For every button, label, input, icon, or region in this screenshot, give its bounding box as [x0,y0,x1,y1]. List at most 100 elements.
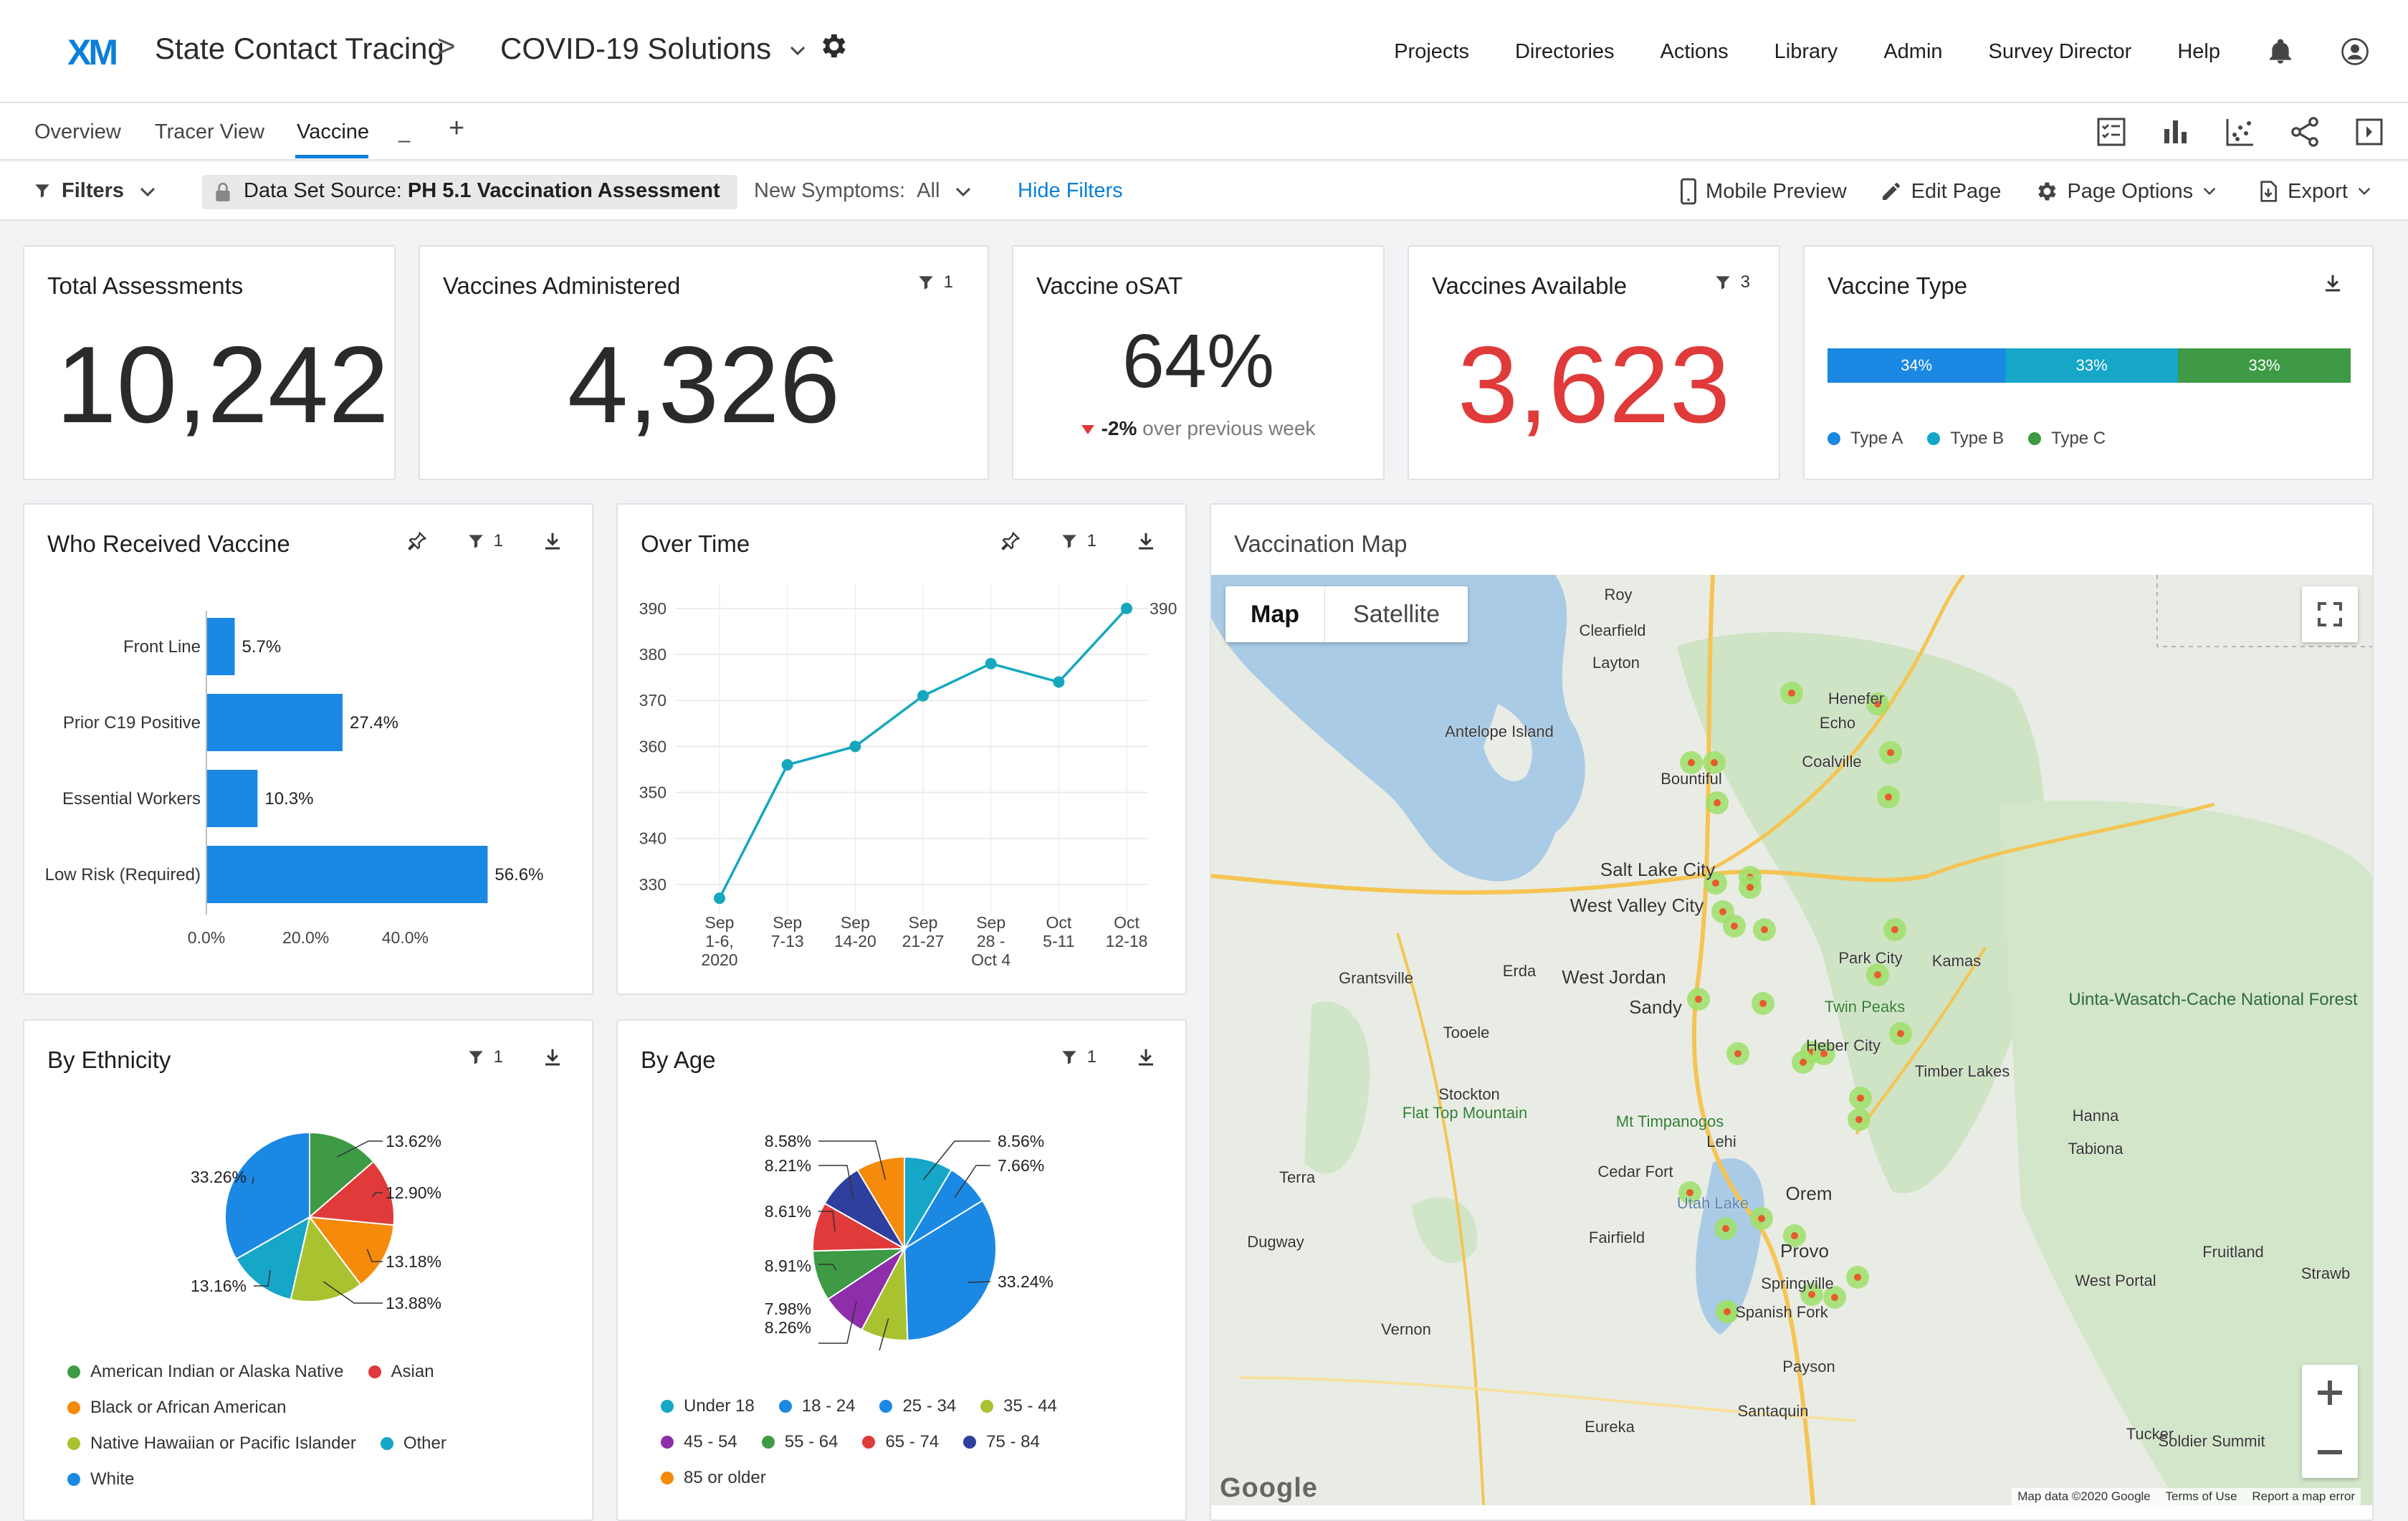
nav-help[interactable]: Help [2177,39,2220,63]
pie-leader-line [818,1165,854,1199]
download-icon[interactable] [1135,530,1157,552]
bar[interactable] [206,846,488,903]
zoom-in-icon[interactable] [2302,1365,2358,1421]
tab-vaccine[interactable]: Vaccine [297,120,370,143]
dataset-source-chip[interactable]: Data Set Source: PH 5.1 Vaccination Asse… [202,175,737,209]
legend-row: Under 18 18 - 24 25 - 34 35 - 44 [661,1396,1162,1416]
filter-count-button[interactable]: 1 [1060,531,1096,551]
chevron-down-icon [2203,188,2216,196]
legend-item[interactable]: American Indian or Alaska Native [67,1362,344,1382]
download-icon[interactable] [2322,272,2344,294]
bar[interactable] [206,770,258,827]
legend-item[interactable]: Native Hawaiian or Pacific Islander [67,1434,356,1454]
tab-minimize[interactable]: _ [398,120,411,143]
pie-slice[interactable] [290,1215,362,1302]
bar[interactable] [206,618,235,675]
legend-item[interactable]: White [67,1469,134,1489]
attribution-terms[interactable]: Terms of Use [2165,1489,2237,1503]
vaccine-type-segment[interactable]: 33% [2178,348,2351,383]
nav-directories[interactable]: Directories [1514,39,1615,63]
zoom-out-icon[interactable] [2302,1424,2358,1480]
data-point[interactable] [849,740,861,753]
data-point[interactable] [1053,676,1065,688]
vaccination-hotspot-center [1688,759,1695,766]
attribution-report[interactable]: Report a map error [2252,1489,2355,1503]
nav-admin[interactable]: Admin [1883,39,1943,63]
data-point[interactable] [917,690,929,702]
legend-item[interactable]: Black or African American [67,1398,286,1418]
page-options-button[interactable]: Page Options [2034,179,2225,204]
vaccination-hotspot-center [1820,1050,1828,1057]
bar[interactable] [206,694,343,751]
legend-item[interactable]: Other [380,1434,446,1454]
vaccine-type-segment[interactable]: 34% [1828,348,2006,383]
legend-item[interactable]: 65 - 74 [862,1432,939,1452]
mobile-preview-button[interactable]: Mobile Preview [1680,178,1847,205]
pie-slice[interactable] [235,1216,311,1301]
forest-area-west [1304,1001,1370,1174]
download-icon[interactable] [1135,1046,1157,1068]
checklist-icon[interactable] [2094,115,2128,149]
filters-dropdown[interactable]: Filters [33,179,156,203]
pin-icon[interactable] [406,530,428,552]
xm-logo[interactable]: XM [67,32,118,72]
download-icon[interactable] [542,530,563,552]
legend-item[interactable]: 85 or older [661,1468,766,1488]
download-icon[interactable] [542,1046,563,1068]
legend-item[interactable]: 75 - 84 [963,1432,1040,1452]
pin-icon[interactable] [1000,530,1021,552]
breadcrumb-project[interactable]: State Contact Tracing [155,32,444,65]
pie-slice[interactable] [307,1160,395,1226]
map-canvas[interactable]: Roy Clearfield Layton Henefer Echo Coalville A… [1211,575,2372,1505]
nav-projects[interactable]: Projects [1394,39,1469,63]
pie-slice[interactable] [224,1131,310,1260]
breadcrumb-dashboard[interactable]: COVID-19 Solutions [500,32,806,66]
filter-count-button[interactable]: 3 [1714,272,1750,292]
legend-item[interactable]: 45 - 54 [661,1432,737,1452]
scatter-icon[interactable] [2223,115,2258,149]
satellite-view-button[interactable]: Satellite [1324,586,1468,642]
legend-item[interactable]: 18 - 24 [778,1396,855,1416]
data-point[interactable] [985,657,997,669]
filter-count-button[interactable]: 1 [467,531,503,551]
card-tools: 1 [961,530,1157,552]
legend-dot [380,1437,393,1450]
fullscreen-button[interactable] [2302,586,2358,642]
legend-item[interactable]: Asian [368,1362,434,1382]
filter-count-button[interactable]: 1 [1060,1047,1096,1067]
vaccination-map[interactable]: Roy Clearfield Layton Henefer Echo Coalville A… [1211,575,2372,1505]
pie-slice[interactable] [309,1131,375,1219]
edit-page-button[interactable]: Edit Page [1880,180,2001,204]
nav-actions[interactable]: Actions [1660,39,1729,63]
nav-library[interactable]: Library [1774,39,1838,63]
filter-count-button[interactable]: 1 [467,1047,503,1067]
gear-icon[interactable] [817,30,849,62]
tab-overview[interactable]: Overview [34,120,121,143]
share-icon[interactable] [2288,115,2322,149]
data-point[interactable] [714,892,725,905]
legend-item[interactable]: 35 - 44 [980,1396,1057,1416]
hide-filters-link[interactable]: Hide Filters [1018,179,1123,202]
tab-tracer-view[interactable]: Tracer View [155,120,265,143]
legend-item[interactable]: 25 - 34 [879,1396,956,1416]
filter-count-button[interactable]: 1 [917,272,953,292]
data-point[interactable] [1121,602,1132,614]
legend-item[interactable]: Under 18 [661,1396,755,1416]
pie-slice[interactable] [307,1216,395,1286]
new-symptoms-filter[interactable]: New Symptoms: All [754,179,971,203]
collapse-panel-icon[interactable] [2352,115,2386,149]
vaccine-type-segment[interactable]: 33% [2005,348,2179,383]
nav-survey-director[interactable]: Survey Director [1988,39,2132,63]
bell-icon[interactable] [2266,37,2295,66]
user-avatar-icon[interactable] [2341,37,2369,66]
legend-item[interactable]: 55 - 64 [761,1432,838,1452]
add-tab-button[interactable]: + [449,113,465,143]
export-button[interactable]: Export [2258,180,2379,204]
vaccination-hotspot-center [1788,690,1795,697]
map-view-button[interactable]: Map [1251,600,1299,628]
pie-slice[interactable] [903,1199,997,1341]
bar-chart-icon[interactable] [2159,115,2193,149]
place-label: Kamas [1932,952,1981,970]
x-tick-label: 0.0% [188,928,225,947]
data-point[interactable] [781,759,793,771]
